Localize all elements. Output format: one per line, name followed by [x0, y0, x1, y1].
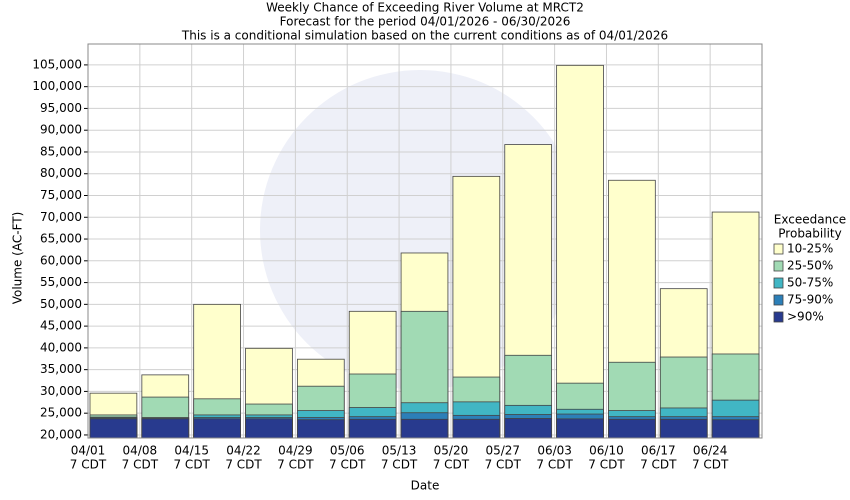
x-tick-label: 05/13 — [382, 444, 417, 458]
x-tick-label: 7 CDT — [173, 458, 210, 472]
bar-segment — [504, 418, 553, 439]
bar-segment — [608, 418, 656, 439]
x-tick-label: 05/20 — [434, 444, 469, 458]
legend-swatch — [773, 311, 784, 323]
y-tick-label: 100,000 — [32, 79, 82, 93]
x-tick-label: 06/24 — [693, 444, 728, 458]
x-tick-label: 04/15 — [174, 444, 209, 458]
x-tick-label: 7 CDT — [122, 458, 159, 472]
bar-segment — [556, 418, 604, 439]
chart-title: Weekly Chance of Exceeding River Volume … — [266, 1, 584, 15]
chart-subtitle: This is a conditional simulation based o… — [181, 29, 668, 43]
y-tick-label: 60,000 — [40, 253, 82, 267]
x-tick-label: 7 CDT — [70, 458, 107, 472]
y-tick-label: 45,000 — [40, 319, 82, 333]
bar-segment — [141, 418, 190, 439]
bar-segment — [296, 419, 345, 439]
y-tick-label: 75,000 — [40, 188, 82, 202]
y-tick-label: 50,000 — [40, 297, 82, 311]
x-tick-label: 7 CDT — [536, 458, 573, 472]
x-tick-label: 04/08 — [123, 444, 158, 458]
y-tick-label: 85,000 — [40, 144, 82, 158]
y-tick-label: 70,000 — [40, 210, 82, 224]
legend-label: 50-75% — [787, 276, 833, 290]
bar-segment — [452, 418, 501, 439]
x-tick-label: 05/27 — [485, 444, 520, 458]
y-tick-label: 20,000 — [40, 427, 82, 441]
legend-title: Exceedance — [774, 213, 846, 227]
bar-segment — [348, 418, 397, 439]
legend-swatch — [773, 260, 784, 272]
y-tick-label: 80,000 — [40, 166, 82, 180]
legend-title: Probability — [778, 227, 841, 241]
x-tick-label: 04/01 — [71, 444, 106, 458]
bar-segment — [659, 418, 708, 439]
x-tick-label: 7 CDT — [381, 458, 418, 472]
x-tick-label: 7 CDT — [433, 458, 470, 472]
x-tick-label: 7 CDT — [588, 458, 625, 472]
bar-segment — [193, 418, 241, 439]
y-tick-label: 105,000 — [32, 57, 82, 71]
x-tick-label: 7 CDT — [225, 458, 262, 472]
x-tick-label: 05/06 — [330, 444, 365, 458]
legend-swatch — [773, 294, 784, 306]
legend-label: 75-90% — [787, 293, 833, 307]
bar-segment — [245, 418, 293, 439]
bar-segment — [711, 419, 760, 439]
x-tick-label: 7 CDT — [640, 458, 677, 472]
x-tick-label: 04/29 — [278, 444, 313, 458]
x-tick-label: 06/03 — [537, 444, 572, 458]
bar-segment — [400, 418, 449, 439]
y-tick-label: 95,000 — [40, 101, 82, 115]
x-tick-label: 06/17 — [641, 444, 676, 458]
x-tick-label: 04/22 — [226, 444, 261, 458]
chart-subtitle: Forecast for the period 04/01/2026 - 06/… — [280, 15, 571, 29]
bar-segment — [89, 418, 138, 439]
y-tick-label: 40,000 — [40, 340, 82, 354]
legend-label: 25-50% — [787, 259, 833, 273]
x-tick-label: 7 CDT — [485, 458, 522, 472]
x-tick-label: 7 CDT — [277, 458, 314, 472]
y-axis-label: Volume (AC-FT) — [11, 212, 25, 305]
legend-swatch — [773, 277, 784, 289]
y-tick-label: 90,000 — [40, 123, 82, 137]
legend-label: 10-25% — [787, 242, 833, 256]
x-tick-label: 7 CDT — [329, 458, 366, 472]
bar-segment — [556, 64, 604, 439]
y-tick-label: 65,000 — [40, 232, 82, 246]
legend-swatch — [773, 243, 784, 255]
x-tick-label: 06/10 — [589, 444, 624, 458]
plot-frame — [87, 43, 763, 439]
y-tick-label: 35,000 — [40, 362, 82, 376]
legend-label: >90% — [787, 310, 824, 324]
x-axis-label: Date — [411, 479, 440, 493]
y-tick-label: 55,000 — [40, 275, 82, 289]
y-tick-label: 30,000 — [40, 384, 82, 398]
x-tick-label: 7 CDT — [692, 458, 729, 472]
y-tick-label: 25,000 — [40, 406, 82, 420]
